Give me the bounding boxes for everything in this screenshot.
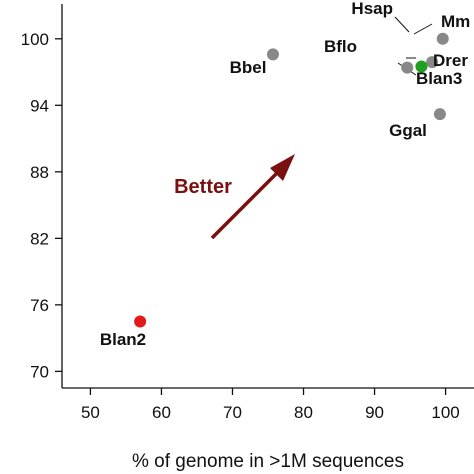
y-tick-label: 88	[30, 163, 49, 182]
label-leader-line	[413, 23, 433, 35]
label-leader-line	[394, 16, 410, 33]
y-tick-label: 76	[30, 296, 49, 315]
data-point	[415, 60, 428, 73]
point-label: Bbel	[230, 58, 267, 77]
point-label: Blan2	[100, 330, 146, 349]
better-arrow-shaft	[210, 167, 283, 240]
y-tick-label: 70	[30, 362, 49, 381]
data-point	[426, 56, 439, 69]
y-tick-label: 82	[30, 229, 49, 248]
x-tick-label: 100	[431, 403, 459, 422]
better-label: Better	[174, 176, 232, 198]
point-label: Ggal	[389, 121, 427, 140]
point-label: Blan3	[416, 69, 462, 88]
point-label: Hsap	[351, 0, 393, 18]
x-axis-title: % of genome in >1M sequences	[132, 451, 404, 472]
better-arrow-head	[270, 154, 295, 181]
data-point	[436, 32, 449, 45]
y-tick-label: 100	[21, 30, 49, 49]
x-tick-label: 50	[81, 403, 100, 422]
x-tick-label: 90	[365, 403, 384, 422]
point-label: Bflo	[324, 37, 357, 56]
y-tick-label: 94	[30, 96, 49, 115]
x-tick-label: 80	[294, 403, 313, 422]
point-label: Mm	[441, 12, 470, 31]
data-point	[401, 61, 414, 74]
x-tick-label: 60	[152, 403, 171, 422]
data-point	[134, 315, 147, 328]
x-tick-label: 70	[223, 403, 242, 422]
data-point	[266, 48, 279, 61]
point-label: Drer	[433, 51, 468, 70]
data-point	[433, 108, 446, 121]
